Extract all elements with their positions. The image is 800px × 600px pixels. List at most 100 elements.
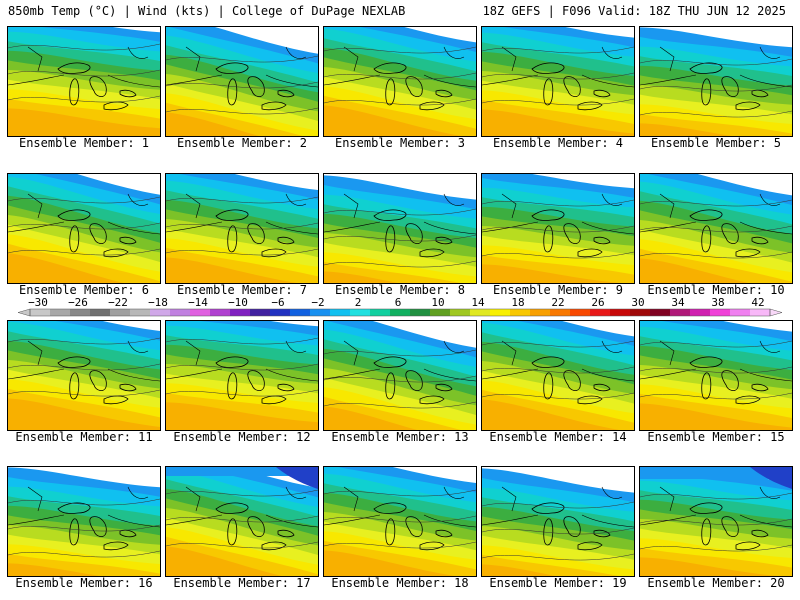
- border-line: [324, 221, 381, 233]
- colorbar-tick-label: −10: [228, 296, 248, 309]
- border-line: [107, 221, 160, 235]
- height-contour: [324, 208, 476, 216]
- lake-outline: [593, 529, 611, 538]
- border-line: [659, 46, 675, 72]
- border-line: [739, 74, 792, 88]
- temperature-band: [482, 564, 556, 576]
- ensemble-member-label: Ensemble Member: 1: [18, 136, 150, 150]
- height-contour: [166, 515, 318, 523]
- colorbar-tick-label: 26: [591, 296, 604, 309]
- border-line: [501, 486, 517, 512]
- colorbar-swatch: [610, 309, 631, 316]
- temperature-field: [166, 27, 318, 136]
- colorbar-swatch: [30, 309, 51, 316]
- lake-outline: [419, 248, 445, 258]
- border-line: [8, 368, 65, 380]
- lake-outline: [435, 383, 453, 392]
- lake-outline: [405, 516, 423, 537]
- border-line: [185, 46, 201, 72]
- lake-outline: [593, 383, 611, 392]
- border-line: [166, 514, 223, 526]
- colorbar-tick-label: −26: [68, 296, 88, 309]
- border-line: [501, 340, 517, 366]
- lake-outline: [247, 370, 265, 391]
- height-contour: [166, 389, 318, 397]
- lake-outline: [419, 541, 445, 551]
- height-contour: [8, 95, 160, 103]
- border-line: [640, 74, 697, 86]
- height-contour: [8, 363, 160, 371]
- colorbar-swatch: [250, 309, 271, 316]
- ensemble-member-map: [481, 320, 635, 431]
- colorbar-graphic: −30 −26 −22 −18 −14 −10 −6 −2 2 6 10 14 18 22 26 30 34 38…: [17, 296, 783, 317]
- colorbar-outline: [29, 308, 771, 317]
- ensemble-member-label: Ensemble Member: 4: [492, 136, 624, 150]
- lake-outline: [247, 223, 265, 244]
- border-line: [127, 486, 149, 499]
- lake-outline: [721, 223, 739, 244]
- ensemble-member-map: [323, 320, 477, 431]
- border-line: [27, 46, 43, 72]
- temperature-field: [166, 321, 318, 430]
- border-line: [343, 486, 359, 512]
- lake-outline: [385, 78, 396, 106]
- border-line: [482, 368, 539, 380]
- lake-outline: [385, 225, 396, 253]
- temperature-band: [482, 109, 634, 136]
- ensemble-member-label: Ensemble Member: 13: [331, 430, 469, 444]
- border-line: [285, 340, 307, 353]
- model-run-info: 18Z GEFS | F096 Valid: 18Z THU JUN 12 20…: [482, 4, 786, 18]
- colorbar-max-arrow: [769, 308, 783, 317]
- lake-outline: [593, 236, 611, 245]
- lake-outline: [563, 370, 581, 391]
- lake-outline: [373, 502, 407, 514]
- colorbar-swatch: [710, 309, 731, 316]
- lake-outline: [751, 529, 769, 538]
- height-contour: [8, 69, 160, 77]
- colorbar-tick-label: −22: [108, 296, 128, 309]
- height-contour: [166, 81, 318, 89]
- border-line: [759, 46, 781, 59]
- temperature-band: [640, 123, 732, 136]
- lake-outline: [405, 76, 423, 97]
- lake-outline: [435, 236, 453, 245]
- lake-outline: [261, 541, 287, 551]
- ensemble-member-label: Ensemble Member: 11: [15, 430, 153, 444]
- temperature-field: [324, 321, 476, 430]
- temperature-band: [166, 257, 298, 283]
- colorbar-swatch: [190, 309, 211, 316]
- colorbar-swatch: [510, 309, 531, 316]
- lake-outline: [89, 516, 107, 537]
- height-contour: [324, 260, 476, 268]
- cold-pool: [750, 467, 792, 489]
- temperature-field: [482, 27, 634, 136]
- ensemble-member-map: [165, 173, 319, 284]
- ensemble-member-map: [7, 26, 161, 137]
- border-line: [443, 486, 465, 499]
- border-line: [265, 221, 318, 235]
- ensemble-member-label: Ensemble Member: 8: [334, 283, 466, 297]
- temperature-band: [8, 563, 100, 576]
- lake-outline: [247, 516, 265, 537]
- temperature-band: [324, 105, 462, 136]
- border-line: [107, 368, 160, 382]
- temperature-field: [8, 467, 160, 576]
- height-contour: [482, 340, 634, 348]
- ensemble-member-label: Ensemble Member: 10: [647, 283, 785, 297]
- lake-outline: [531, 62, 565, 74]
- temperature-band: [166, 112, 260, 136]
- border-line: [482, 514, 539, 526]
- border-line: [185, 340, 201, 366]
- height-contour: [482, 46, 634, 54]
- colorbar-swatch: [410, 309, 431, 316]
- height-contour: [482, 251, 634, 259]
- border-line: [443, 340, 465, 353]
- height-contour: [482, 366, 634, 374]
- height-contour: [8, 196, 160, 204]
- border-line: [166, 368, 223, 380]
- ensemble-member-map: [323, 173, 477, 284]
- temperature-field: [8, 174, 160, 283]
- ensemble-member-map: [7, 466, 161, 577]
- border-line: [285, 46, 307, 59]
- border-line: [265, 74, 318, 88]
